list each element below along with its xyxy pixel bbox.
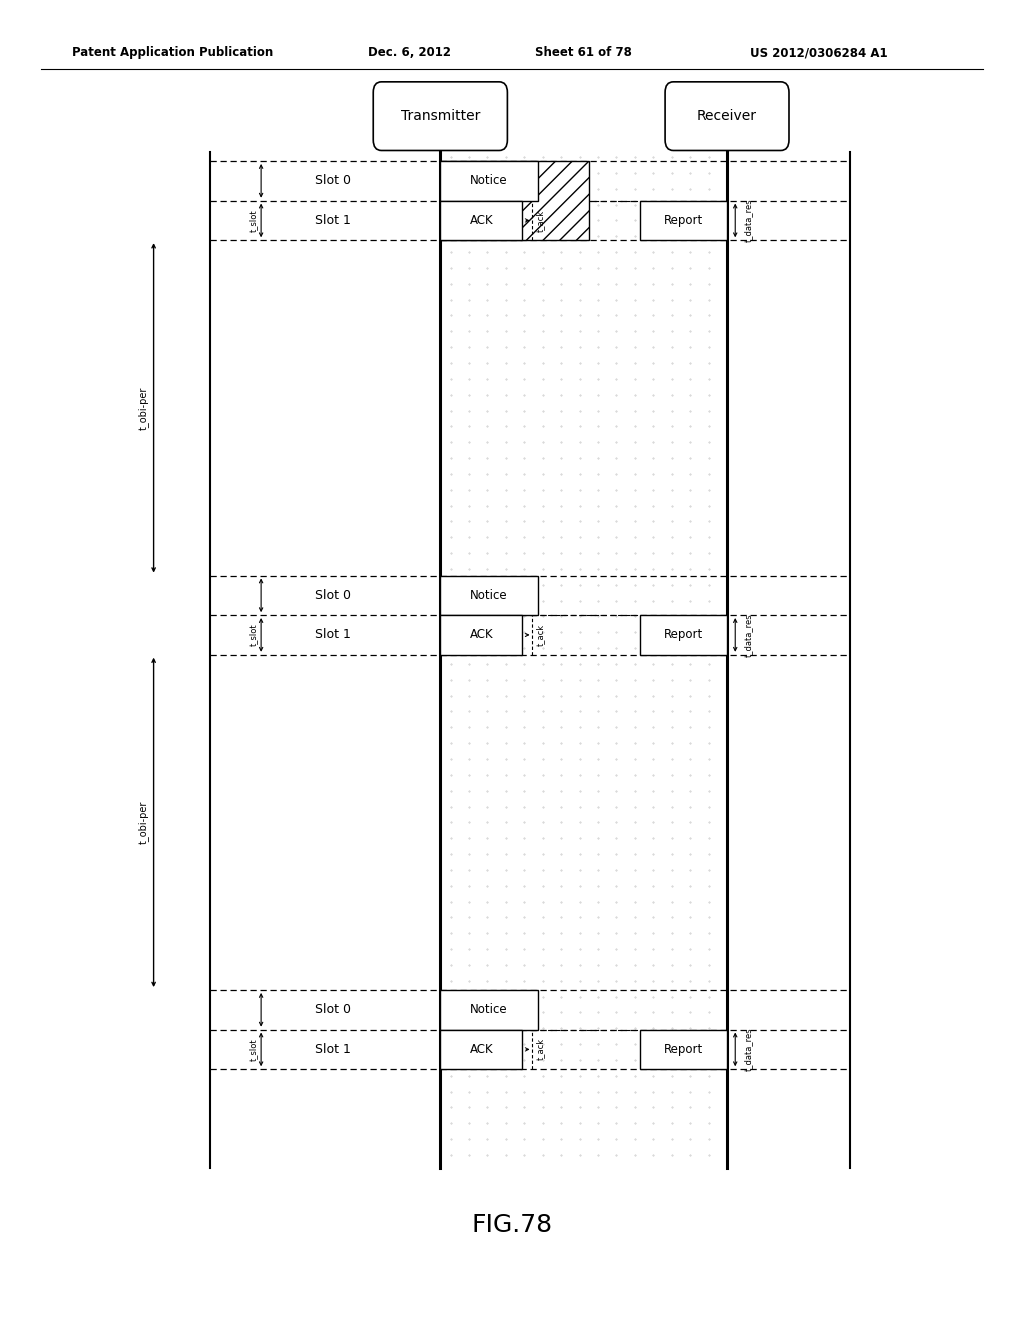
Text: Receiver: Receiver	[697, 110, 757, 123]
Bar	[440, 201, 522, 240]
Text: t_ack: t_ack	[536, 624, 545, 645]
Text: t_slot: t_slot	[249, 623, 257, 647]
Text: Slot 0: Slot 0	[314, 589, 351, 602]
Text: Report: Report	[664, 1043, 703, 1056]
Text: t_obi-per: t_obi-per	[138, 387, 148, 429]
Text: Report: Report	[664, 628, 703, 642]
FancyBboxPatch shape	[373, 82, 508, 150]
Text: Slot 1: Slot 1	[314, 1043, 351, 1056]
Bar	[440, 576, 538, 615]
Text: Patent Application Publication: Patent Application Publication	[72, 46, 273, 59]
Text: Sheet 61 of 78: Sheet 61 of 78	[536, 46, 632, 59]
Text: Report: Report	[664, 214, 703, 227]
Bar	[640, 1030, 727, 1069]
Text: t_data_res: t_data_res	[743, 198, 753, 243]
Text: ACK: ACK	[469, 214, 494, 227]
Text: t_ack: t_ack	[536, 1039, 545, 1060]
Bar	[440, 161, 589, 240]
Text: t_slot: t_slot	[249, 209, 257, 232]
Text: t_data_res: t_data_res	[743, 1027, 753, 1072]
Text: t_slot: t_slot	[249, 1038, 257, 1061]
Text: Slot 0: Slot 0	[314, 1003, 351, 1016]
Bar	[440, 152, 727, 1168]
Bar	[640, 615, 727, 655]
Text: Slot 1: Slot 1	[314, 214, 351, 227]
Text: Notice: Notice	[470, 174, 508, 187]
Text: t_data_res: t_data_res	[743, 612, 753, 657]
Bar	[440, 615, 522, 655]
Text: ACK: ACK	[469, 628, 494, 642]
Text: Notice: Notice	[470, 589, 508, 602]
Text: US 2012/0306284 A1: US 2012/0306284 A1	[751, 46, 888, 59]
Text: Slot 0: Slot 0	[314, 174, 351, 187]
Bar	[440, 161, 538, 201]
Bar	[640, 201, 727, 240]
Text: ACK: ACK	[469, 1043, 494, 1056]
Text: Notice: Notice	[470, 1003, 508, 1016]
Text: t_ack: t_ack	[536, 210, 545, 231]
Text: Slot 1: Slot 1	[314, 628, 351, 642]
Text: t_obi-per: t_obi-per	[138, 801, 148, 843]
Bar	[440, 990, 538, 1030]
Text: FIG.78: FIG.78	[471, 1213, 553, 1237]
Text: Transmitter: Transmitter	[400, 110, 480, 123]
FancyBboxPatch shape	[666, 82, 788, 150]
Text: Dec. 6, 2012: Dec. 6, 2012	[368, 46, 452, 59]
Bar	[440, 1030, 522, 1069]
